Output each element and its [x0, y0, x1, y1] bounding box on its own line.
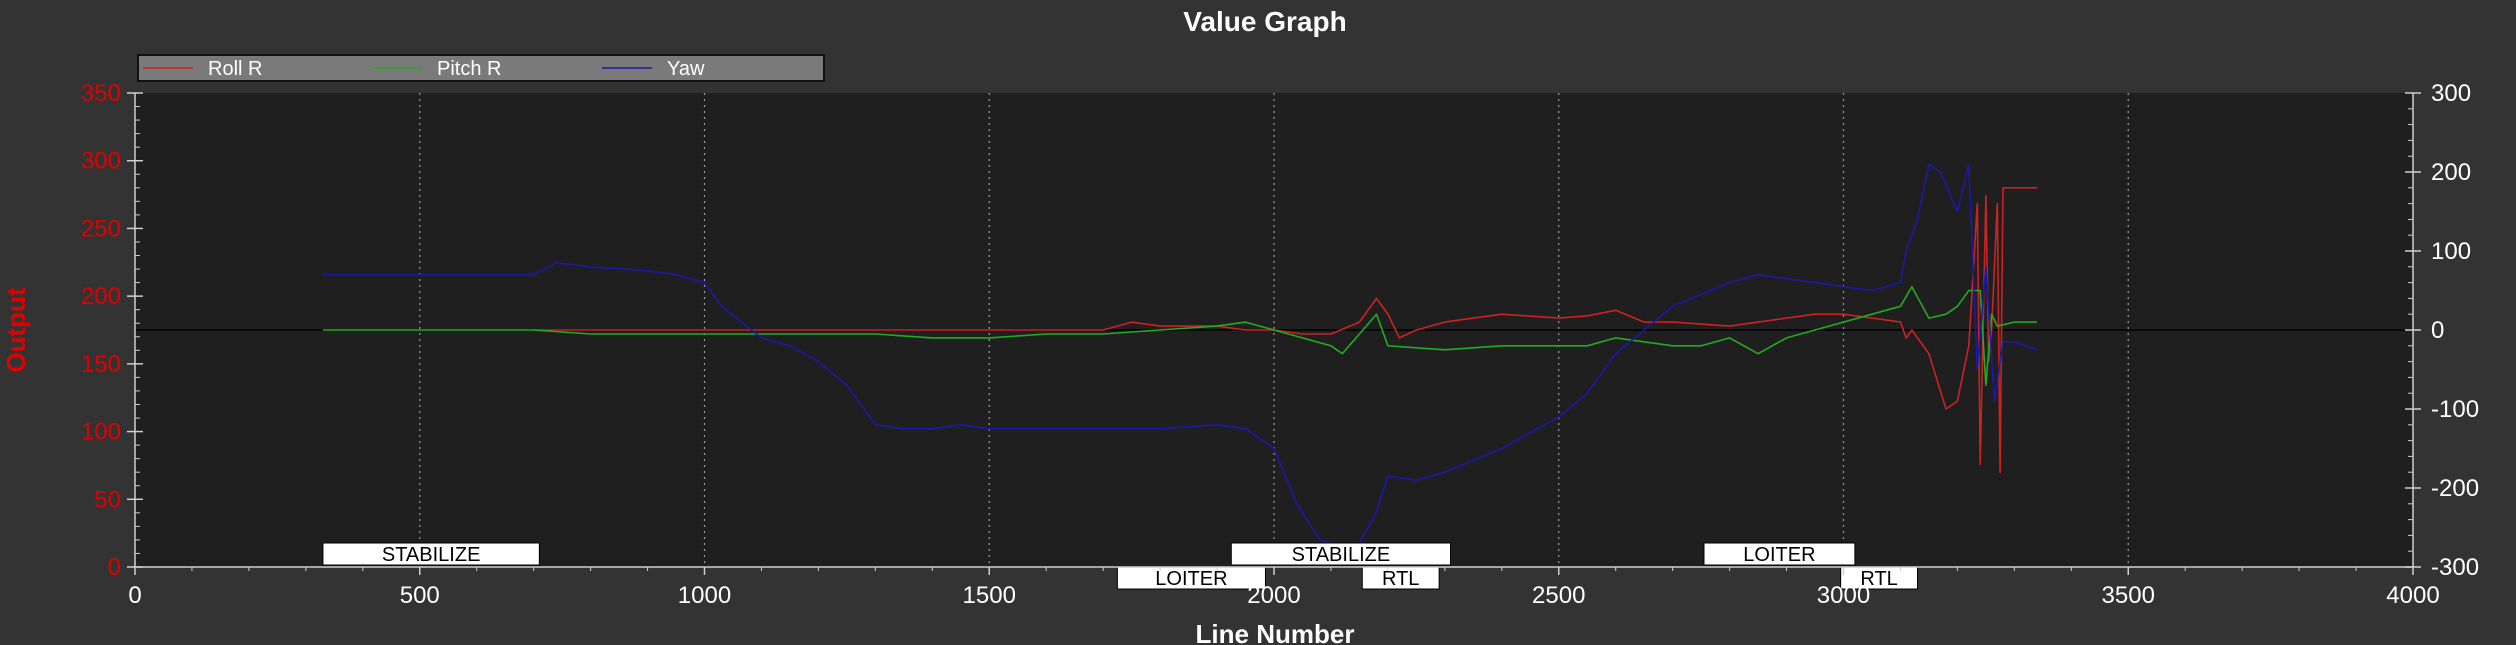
- mode-label: STABILIZE: [1292, 544, 1391, 566]
- y-left-tick-label: 350: [81, 80, 121, 107]
- y-left-tick-label: 100: [81, 419, 121, 446]
- y-left-tick-label: 250: [81, 215, 121, 242]
- mode-box: [1230, 542, 1452, 566]
- legend-box: [137, 54, 825, 82]
- x-tick-label: 2500: [1532, 582, 1585, 609]
- mode-box: [1703, 542, 1856, 566]
- mode-label: RTL: [1860, 568, 1897, 590]
- chart-title: Value Graph: [1183, 6, 1346, 37]
- y-left-tick-label: 0: [108, 554, 121, 581]
- y-right-tick-label: -300: [2431, 554, 2479, 581]
- x-tick-label: 0: [128, 582, 141, 609]
- y-left-tick-label: 200: [81, 283, 121, 310]
- mode-box: [322, 542, 540, 566]
- y-left-tick-label: 50: [94, 486, 121, 513]
- x-tick-label: 3000: [1817, 582, 1870, 609]
- legend-label: Roll R: [208, 58, 262, 80]
- legend: Roll R Pitch R Yaw: [137, 54, 825, 82]
- x-tick-label: 4000: [2386, 582, 2439, 609]
- x-tick-label: 3500: [2102, 582, 2155, 609]
- y-left-tick-label: 300: [81, 148, 121, 175]
- legend-label: Pitch R: [437, 58, 501, 80]
- mode-label: LOITER: [1743, 544, 1815, 566]
- series-line-pitch-r: [322, 285, 2038, 387]
- axes: 0 500 1000 1500 2000 2500 3000 3500 400005010015…: [81, 80, 2479, 609]
- y-left-tick-label: 150: [81, 351, 121, 378]
- y-right-tick-label: 300: [2431, 80, 2471, 107]
- mode-label: LOITER: [1155, 568, 1227, 590]
- legend-label: Yaw: [667, 58, 705, 80]
- x-tick-label: 1500: [963, 582, 1016, 609]
- x-tick-label: 2000: [1247, 582, 1300, 609]
- y-axis-label: Output: [1, 287, 31, 373]
- mode-label: RTL: [1382, 568, 1419, 590]
- x-tick-label: 1000: [678, 582, 731, 609]
- series-line-roll-r: [533, 187, 2038, 474]
- y-right-tick-label: -200: [2431, 475, 2479, 502]
- x-tick-label: 500: [400, 582, 440, 609]
- y-right-tick-label: 200: [2431, 159, 2471, 186]
- y-right-tick-label: 0: [2431, 317, 2444, 344]
- mode-label: STABILIZE: [382, 544, 481, 566]
- y-right-tick-label: 100: [2431, 238, 2471, 265]
- y-right-tick-label: -100: [2431, 396, 2479, 423]
- x-axis-label: Line Number: [1196, 619, 1355, 645]
